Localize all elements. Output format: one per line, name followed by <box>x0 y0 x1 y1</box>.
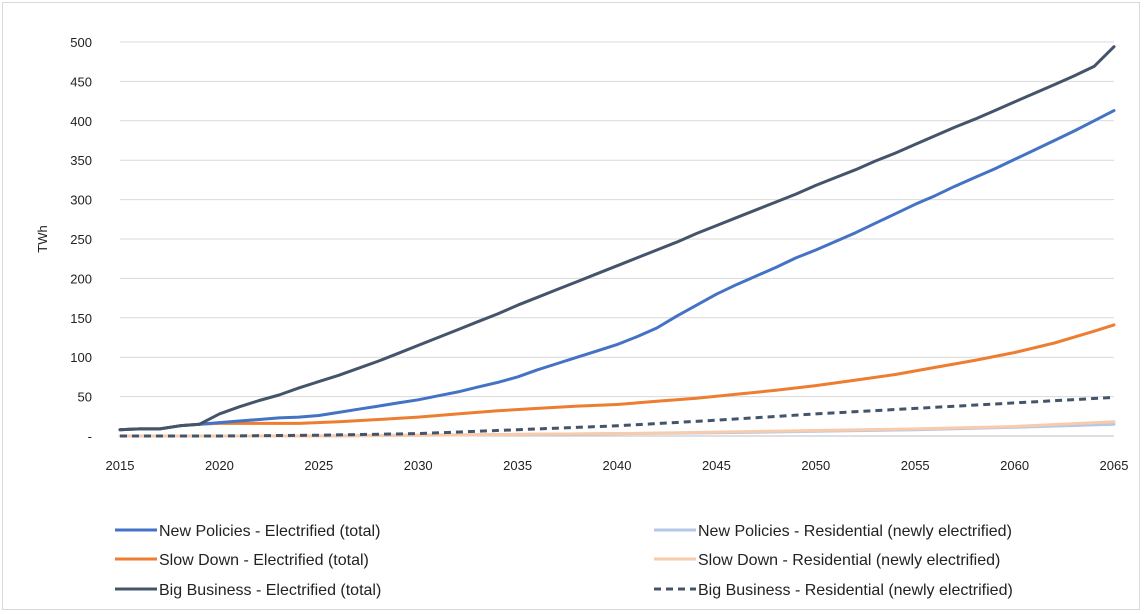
y-axis-title: TWh <box>35 225 50 252</box>
x-tick-label: 2035 <box>503 458 532 473</box>
y-tick-label: 500 <box>70 35 92 50</box>
y-tick-label: 300 <box>70 193 92 208</box>
series-lines <box>118 45 1116 438</box>
legend-label: Slow Down - Electrified (total) <box>159 552 369 569</box>
x-tick-label: 2030 <box>404 458 433 473</box>
series-line-0 <box>118 109 1116 432</box>
x-tick-label: 2025 <box>304 458 333 473</box>
series-line-3 <box>118 420 1116 438</box>
legend-label: Big Business - Residential (newly electr… <box>698 582 1013 599</box>
x-tick-labels: 2015 2020 2025 2030 2035 2040 2045 2050 2055 2060… <box>106 458 1129 473</box>
y-tick-label: 200 <box>70 271 92 286</box>
x-tick-label: 2020 <box>205 458 234 473</box>
y-tick-label: 150 <box>70 311 92 326</box>
x-tick-label: 2040 <box>603 458 632 473</box>
y-tick-label: 250 <box>70 232 92 247</box>
x-tick-label: 2055 <box>901 458 930 473</box>
gridlines <box>120 41 1114 437</box>
legend-label: Slow Down - Residential (newly electrifi… <box>698 552 1000 569</box>
x-tick-label: 2065 <box>1100 458 1129 473</box>
y-tick-label: 100 <box>70 350 92 365</box>
y-tick-label: 50 <box>78 390 92 405</box>
y-tick-label: 350 <box>70 153 92 168</box>
legend-label: Big Business - Electrified (total) <box>159 582 381 599</box>
y-tick-label: - <box>88 429 92 444</box>
y-tick-labels: - 50 100 150 200 250 300 350 400 450 500 <box>70 35 92 444</box>
legend: New Policies - Electrified (total) New Po… <box>115 523 1013 599</box>
series-line-5 <box>120 395 1115 438</box>
x-tick-label: 2015 <box>106 458 135 473</box>
series-line-4 <box>118 45 1116 432</box>
x-tick-label: 2060 <box>1000 458 1029 473</box>
series-line-2 <box>118 323 1116 432</box>
y-tick-label: 400 <box>70 114 92 129</box>
x-tick-label: 2050 <box>801 458 830 473</box>
x-tick-label: 2045 <box>702 458 731 473</box>
legend-label: New Policies - Electrified (total) <box>159 523 380 540</box>
y-tick-label: 450 <box>70 74 92 89</box>
legend-label: New Policies - Residential (newly electr… <box>698 523 1012 540</box>
